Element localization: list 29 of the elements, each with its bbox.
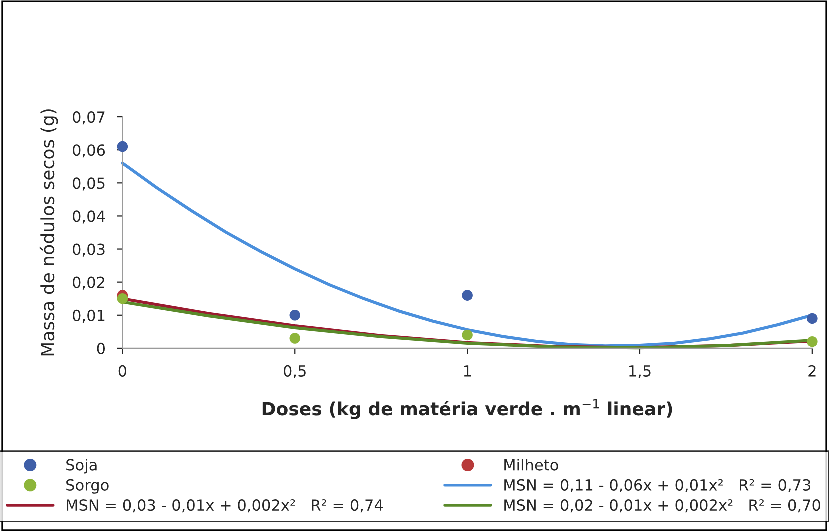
y-tick-label: 0,01 <box>73 310 105 323</box>
y-tick-label: 0,04 <box>73 210 106 224</box>
point <box>117 141 128 152</box>
y-axis-title: Massa de nódulos secos (g) <box>40 110 58 356</box>
x-tick-label: 2 <box>808 365 816 377</box>
y-tick-label: 0 <box>97 342 106 354</box>
legend-label: Sorgo <box>66 479 109 494</box>
legend-label: MSN = 0,02 - 0,01x + 0,002x² R² = 0,70 <box>504 500 820 513</box>
y-tick-label: 0,02 <box>73 276 104 290</box>
x-tick-label: 1,5 <box>630 366 651 379</box>
y-tick-label: 0,06 <box>73 144 106 158</box>
legend-label: MSN = 0,11 - 0,06x + 0,01x² R² = 0,73 <box>504 479 811 493</box>
x-tick-label: 1 <box>464 366 472 377</box>
point <box>807 336 818 348</box>
point <box>290 310 301 321</box>
legend-label: Soja <box>66 459 97 474</box>
point <box>117 293 128 304</box>
point <box>807 313 818 324</box>
point <box>462 290 473 301</box>
x-axis-title: Doses (kg de matéria verde . m$^{−1}$ linear) <box>262 399 672 420</box>
point <box>290 333 301 344</box>
y-tick-label: 0,05 <box>73 178 105 191</box>
x-tick-label: 0 <box>118 365 127 377</box>
y-tick-label: 0,03 <box>73 244 105 257</box>
y-tick-label: 0,07 <box>73 112 105 125</box>
legend-label: MSN = 0,03 - 0,01x + 0,002x² R² = 0,74 <box>67 500 384 513</box>
point <box>462 330 473 341</box>
x-tick-label: 0,5 <box>284 365 306 379</box>
legend-label: Milheto <box>504 459 558 471</box>
